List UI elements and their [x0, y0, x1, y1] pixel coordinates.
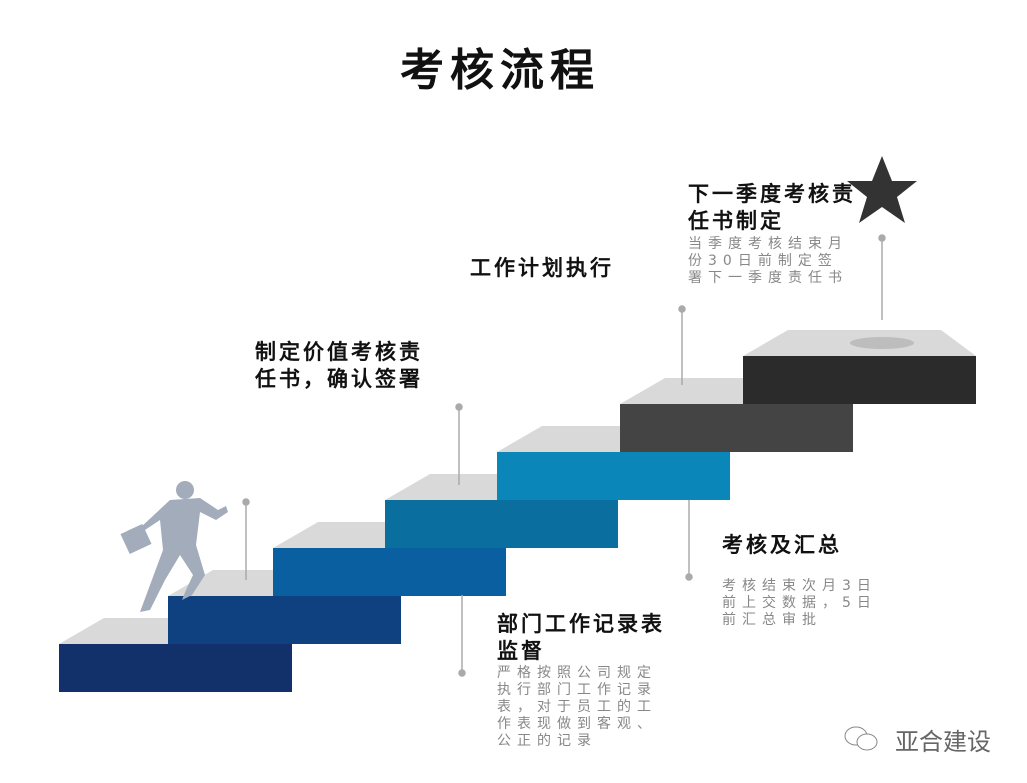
step-front-7 — [743, 356, 976, 404]
step-front-1 — [59, 644, 292, 692]
step-front-3 — [273, 548, 506, 596]
step-1-heading: 制定价值考核责任书，确认签署 — [255, 340, 423, 391]
step-4-heading: 考核及汇总 — [722, 533, 842, 557]
wechat-icon — [842, 724, 882, 758]
step-4-description: 考核结束次月3日前上交数据，5日前汇总审批 — [722, 578, 877, 628]
step-3-heading: 工作计划执行 — [470, 256, 614, 280]
runner-silhouette — [120, 481, 228, 612]
step-front-2 — [168, 596, 401, 644]
step-5-heading: 下一季度考核责任书制定 — [688, 182, 856, 233]
step-front-4 — [385, 500, 618, 548]
step-2-description: 严格按照公司规定执行部门工作记录表，对于员工的工作表现做到客观、公正的记录 — [497, 665, 657, 749]
star-icon — [847, 156, 917, 223]
step-front-6 — [620, 404, 853, 452]
watermark: 亚合建设 — [895, 728, 991, 756]
step-front-5 — [497, 452, 730, 500]
star-shadow — [850, 337, 914, 349]
step-2-heading: 部门工作记录表监督 — [497, 612, 665, 663]
step-5-description: 当季度考核结束月份30日前制定签署下一季度责任书 — [688, 236, 848, 286]
connector-lines — [242, 234, 886, 677]
page-title: 考核流程 — [400, 45, 600, 96]
